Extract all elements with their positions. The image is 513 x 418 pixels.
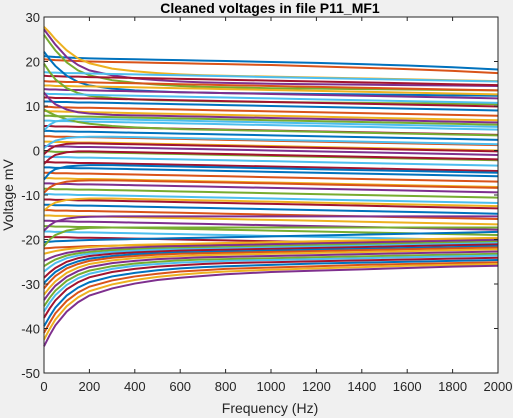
x-tick-label: 200 (79, 379, 101, 394)
series-line (43, 261, 499, 334)
series-line (43, 250, 499, 301)
series-line (43, 240, 499, 268)
series-line (44, 214, 499, 226)
series-line (44, 187, 499, 199)
series-line (44, 105, 499, 117)
series-line (44, 193, 499, 205)
x-tick-label: 1000 (257, 379, 286, 394)
series-line (43, 226, 498, 247)
series-line (43, 108, 499, 137)
y-tick-label: 20 (26, 55, 40, 70)
series-line (43, 92, 499, 104)
y-tick-label: -30 (21, 277, 40, 292)
series-line (43, 109, 499, 122)
series-line (43, 197, 499, 212)
series-line (44, 96, 499, 108)
series-line (44, 161, 499, 172)
series-line (43, 92, 499, 124)
series-line (43, 230, 499, 244)
series-line (43, 264, 499, 347)
series-line (43, 55, 499, 71)
series-line (43, 258, 499, 327)
series-line (44, 171, 499, 183)
series-line (44, 225, 499, 237)
series-line (43, 246, 499, 290)
series-line (43, 252, 499, 307)
chart-title: Cleaned voltages in file P11_MF1 (160, 0, 380, 16)
y-tick-label: -10 (21, 188, 40, 203)
series-line (44, 100, 499, 112)
series-line (43, 34, 499, 92)
series-line (43, 150, 499, 165)
series-line (43, 142, 499, 155)
series-line (44, 145, 499, 156)
y-tick-label: -40 (21, 322, 40, 337)
series-line (43, 80, 499, 92)
x-axis: 0 200 400 600 800 1000 1200 1400 1600 1800 2000 (40, 17, 512, 394)
series-line (44, 203, 499, 215)
x-tick-label: 1600 (393, 379, 422, 394)
y-axis-label: Voltage mV (0, 159, 16, 231)
y-tick-label: 10 (26, 99, 40, 114)
x-tick-label: 1400 (347, 379, 376, 394)
x-axis-label: Frequency (Hz) (222, 400, 318, 416)
y-tick-label: -50 (21, 366, 40, 381)
series-line (43, 164, 499, 181)
series-line (43, 242, 499, 273)
series-line (43, 262, 499, 341)
x-tick-label: 1800 (438, 379, 467, 394)
x-tick-label: 800 (215, 379, 237, 394)
y-tick-label: -20 (21, 233, 40, 248)
series-line (43, 236, 499, 255)
series-line (43, 254, 499, 313)
series-line (43, 248, 499, 296)
series-line (43, 135, 499, 150)
series-line (43, 88, 499, 100)
series-line (43, 117, 499, 132)
series-line (43, 28, 499, 87)
series-line (43, 243, 499, 279)
x-tick-label: 400 (124, 379, 146, 394)
x-tick-label: 0 (40, 379, 47, 394)
series-lines (43, 26, 499, 347)
series-line (44, 114, 499, 126)
series-line (43, 256, 499, 319)
x-tick-label: 1200 (302, 379, 331, 394)
series-line (43, 245, 499, 284)
series-line (44, 129, 499, 141)
y-axis: -50 -40 -30 -20 -10 0 10 20 30 (21, 10, 498, 381)
series-line (43, 74, 499, 87)
y-tick-label: 0 (33, 144, 40, 159)
series-line (44, 182, 499, 194)
series-line (43, 238, 499, 262)
x-tick-label: 2000 (484, 379, 513, 394)
series-line (44, 155, 499, 167)
series-line (43, 215, 498, 232)
plot-area (43, 16, 499, 374)
y-tick-label: 30 (26, 10, 40, 25)
series-line (43, 179, 499, 194)
x-tick-label: 600 (169, 379, 191, 394)
series-line (44, 119, 499, 131)
